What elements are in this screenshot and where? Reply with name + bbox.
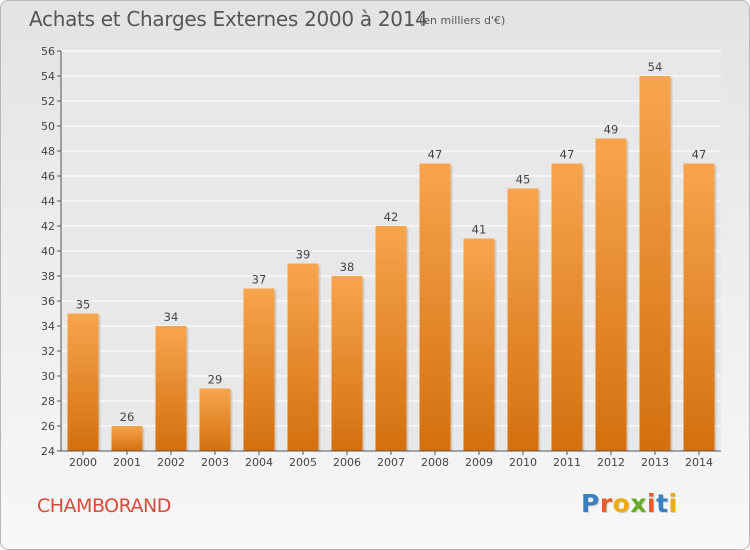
bar [287, 263, 319, 451]
logo-letter: o [612, 489, 631, 518]
logo-letter: P [581, 489, 600, 518]
x-tick-label: 2011 [553, 456, 581, 469]
x-tick-label: 2010 [509, 456, 537, 469]
y-tick-label: 42 [41, 220, 55, 233]
x-tick-label: 2004 [245, 456, 273, 469]
x-tick-label: 2009 [465, 456, 493, 469]
y-tick-label: 48 [41, 145, 55, 158]
bar [331, 276, 363, 451]
data-label: 47 [692, 148, 707, 162]
x-tick-label: 2000 [69, 456, 97, 469]
x-tick-label: 2012 [597, 456, 625, 469]
bar [507, 188, 539, 451]
x-tick-label: 2014 [685, 456, 713, 469]
bar [67, 313, 99, 451]
bar [683, 163, 715, 451]
x-tick-label: 2006 [333, 456, 361, 469]
data-label: 39 [296, 248, 311, 262]
x-tick-label: 2003 [201, 456, 229, 469]
y-tick-label: 40 [41, 245, 55, 258]
y-tick-label: 24 [41, 445, 55, 458]
bar [199, 388, 231, 451]
data-label: 41 [472, 223, 487, 237]
y-tick-label: 52 [41, 95, 55, 108]
bar [419, 163, 451, 451]
y-tick-label: 50 [41, 120, 55, 133]
logo-letter: i [668, 489, 678, 518]
y-tick-label: 26 [41, 420, 55, 433]
data-label: 42 [384, 210, 399, 224]
y-tick-label: 32 [41, 345, 55, 358]
y-tick-label: 34 [41, 320, 55, 333]
logo-letter: i [647, 489, 657, 518]
x-tick-label: 2013 [641, 456, 669, 469]
data-label: 47 [560, 148, 575, 162]
data-label: 34 [164, 310, 179, 324]
y-tick-label: 44 [41, 195, 55, 208]
chart-subtitle: (en milliers d'€) [419, 14, 506, 27]
data-label: 38 [340, 260, 355, 274]
data-label: 45 [516, 173, 531, 187]
y-tick-label: 46 [41, 170, 55, 183]
y-tick-label: 30 [41, 370, 55, 383]
bar [111, 426, 143, 451]
y-tick-label: 54 [41, 70, 55, 83]
chart-title: Achats et Charges Externes 2000 à 2014 [29, 7, 428, 31]
logo-letter: r [599, 489, 613, 518]
proxiti-logo[interactable]: Proxiti [581, 489, 678, 518]
x-tick-label: 2007 [377, 456, 405, 469]
logo-letter: t [656, 489, 669, 518]
commune-name: CHAMBORAND [37, 495, 171, 517]
data-label: 47 [428, 148, 443, 162]
data-label: 49 [604, 123, 619, 137]
bar [551, 163, 583, 451]
y-tick-label: 56 [41, 45, 55, 58]
y-tick-label: 36 [41, 295, 55, 308]
logo-letter: x [630, 489, 647, 518]
bar [375, 226, 407, 451]
y-tick-label: 38 [41, 270, 55, 283]
x-tick-label: 2008 [421, 456, 449, 469]
bar [243, 288, 275, 451]
y-tick-label: 28 [41, 395, 55, 408]
data-label: 54 [648, 60, 663, 74]
x-tick-label: 2002 [157, 456, 185, 469]
data-label: 26 [120, 410, 135, 424]
data-label: 37 [252, 273, 267, 287]
x-tick-label: 2005 [289, 456, 317, 469]
bar [595, 138, 627, 451]
x-tick-label: 2001 [113, 456, 141, 469]
data-label: 35 [76, 298, 91, 312]
bar [463, 238, 495, 451]
bar [639, 76, 671, 451]
bar [155, 326, 187, 451]
data-label: 29 [208, 373, 223, 387]
